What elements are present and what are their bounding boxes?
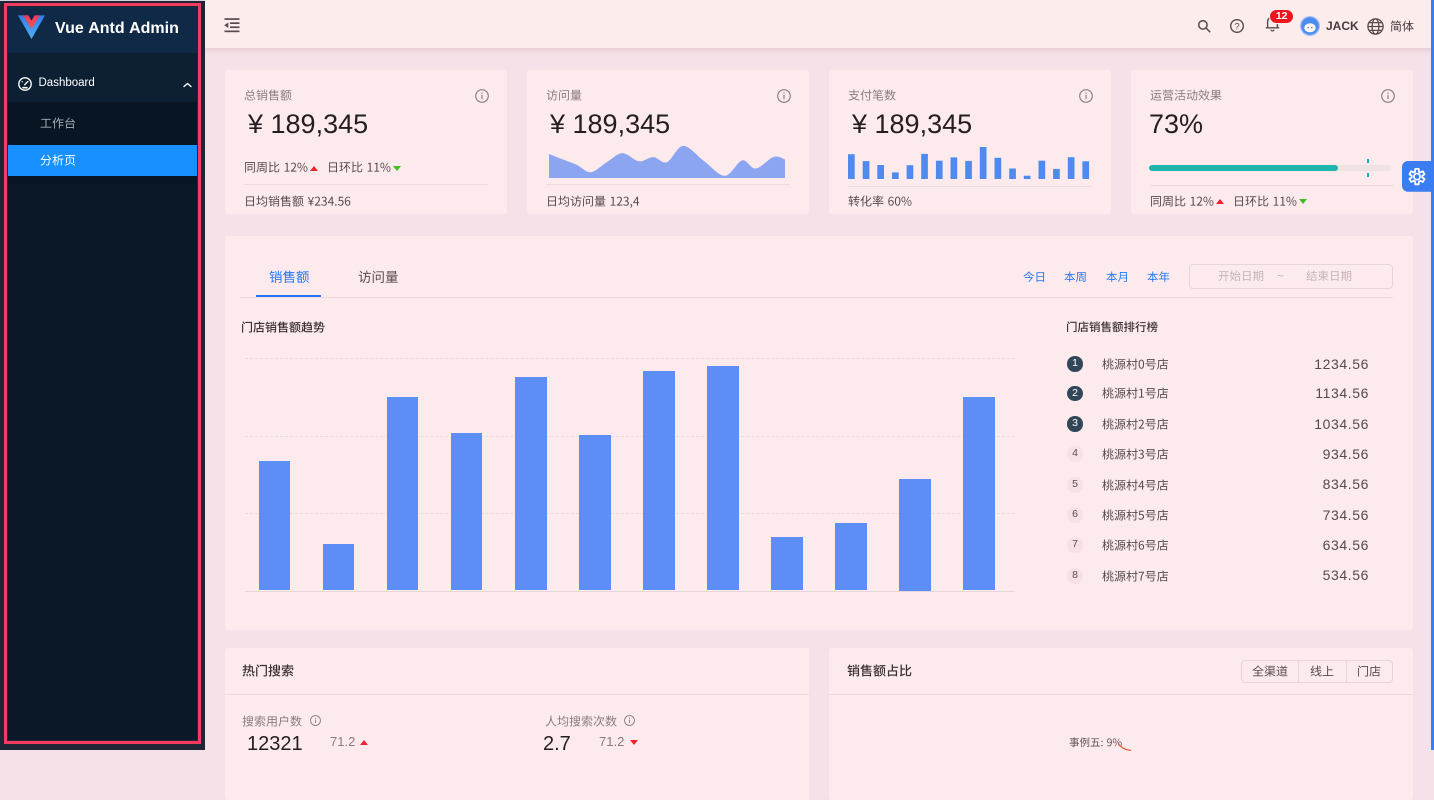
svg-text:?: ? — [1234, 21, 1239, 32]
